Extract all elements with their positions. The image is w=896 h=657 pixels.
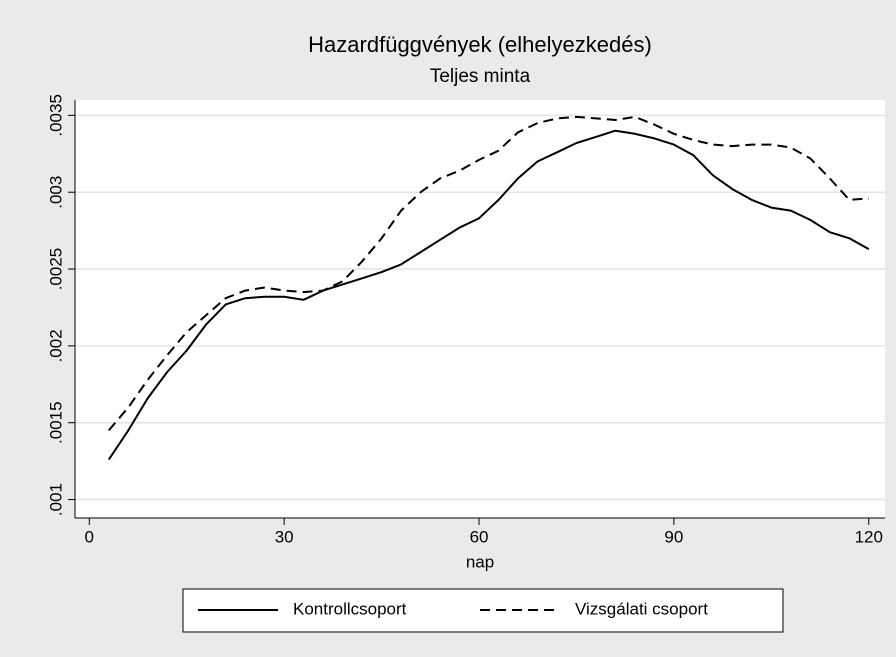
chart-subtitle: Teljes minta	[430, 66, 531, 87]
x-tick-label: 90	[664, 527, 683, 546]
x-axis-label: nap	[466, 552, 494, 571]
legend-label: Vizsgálati csoport	[575, 599, 708, 618]
x-tick-label: 0	[85, 527, 94, 546]
x-tick-label: 60	[470, 527, 489, 546]
chart-title: Hazardfüggvények (elhelyezkedés)	[308, 32, 652, 57]
y-tick-label: .0015	[46, 401, 65, 444]
x-tick-label: 120	[855, 527, 883, 546]
x-tick-label: 30	[275, 527, 294, 546]
y-tick-label: .003	[46, 176, 65, 209]
plot-area	[75, 100, 885, 518]
y-tick-label: .0025	[46, 248, 65, 291]
series-line	[107, 129, 870, 461]
y-tick-label: .001	[46, 483, 65, 516]
y-tick-label: .0035	[46, 94, 65, 137]
legend-label: Kontrollcsoport	[293, 599, 407, 618]
y-tick-label: .002	[46, 329, 65, 362]
